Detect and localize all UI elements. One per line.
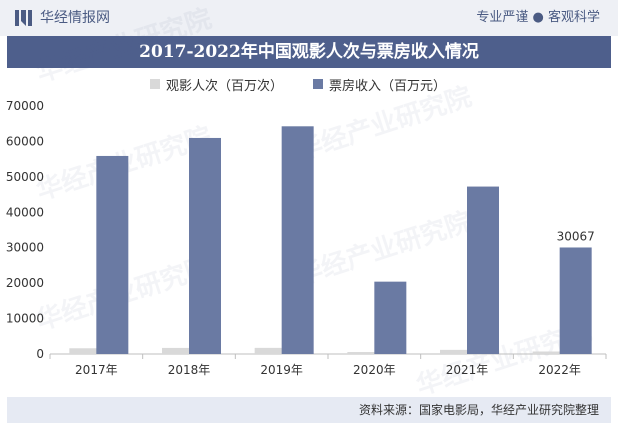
x-tick-label: 2021年 <box>446 363 489 377</box>
chart-title: 2017-2022年中国观影人次与票房收入情况 <box>7 36 611 68</box>
x-tick-label: 2020年 <box>353 363 396 377</box>
tagline: 专业严谨 ● 客观科学 <box>476 10 600 25</box>
y-tick-label: 50000 <box>6 170 44 184</box>
y-tick-label: 0 <box>36 347 44 361</box>
header-bar: 华经情报网 专业严谨 ● 客观科学 <box>0 0 618 36</box>
bar-boxoffice-4 <box>467 186 499 354</box>
bar-boxoffice-0 <box>96 155 129 354</box>
bar-boxoffice-1 <box>189 137 221 354</box>
chart-legend: 观影人次（百万次） 票房收入（百万元） <box>150 74 476 94</box>
legend-swatch-viewers <box>150 79 160 89</box>
bar-boxoffice-3 <box>374 281 407 354</box>
bar-chart: 华经产业研究院华经产业研究院华经产业研究院华经产业研究院华经产业研究院华经产业研… <box>6 3 607 397</box>
bar-viewers-0 <box>69 348 100 354</box>
x-tick-label: 2019年 <box>260 363 303 377</box>
footer-bar: 资料来源：国家电影局，华经产业研究院整理 <box>7 397 611 423</box>
bar-viewers-4 <box>440 349 470 354</box>
y-tick-label: 30000 <box>6 241 44 255</box>
legend-swatch-boxoffice <box>313 79 324 89</box>
legend-item-boxoffice: 票房收入（百万元） <box>313 75 446 94</box>
bar-viewers-3 <box>347 352 378 354</box>
bar-boxoffice-5 <box>559 247 592 354</box>
y-tick-label: 40000 <box>6 205 44 219</box>
y-tick-label: 10000 <box>6 312 44 326</box>
y-tick-label: 20000 <box>6 276 44 290</box>
legend-label-viewers: 观影人次（百万次） <box>166 78 284 94</box>
watermark-text: 华经产业研究院 <box>33 3 216 89</box>
bar-viewers-1 <box>162 347 192 354</box>
y-tick-label: 70000 <box>6 99 44 113</box>
logo-icon <box>15 10 32 26</box>
x-tick-label: 2017年 <box>75 363 118 377</box>
bar-viewers-2 <box>254 347 285 354</box>
site-name[interactable]: 华经情报网 <box>40 10 110 26</box>
legend-label-boxoffice: 票房收入（百万元） <box>329 78 447 94</box>
y-tick-label: 60000 <box>6 134 44 148</box>
data-label: 30067 <box>557 229 595 243</box>
watermark-text: 华经产业研究院 <box>293 206 476 292</box>
source-note: 资料来源：国家电影局，华经产业研究院整理 <box>358 403 599 417</box>
legend-item-viewers: 观影人次（百万次） <box>150 75 283 94</box>
bar-viewers-5 <box>532 351 563 354</box>
x-tick-label: 2022年 <box>538 363 581 377</box>
watermark-text: 华经产业研究院 <box>293 81 476 167</box>
bar-boxoffice-2 <box>281 126 314 354</box>
x-tick-label: 2018年 <box>168 363 211 377</box>
